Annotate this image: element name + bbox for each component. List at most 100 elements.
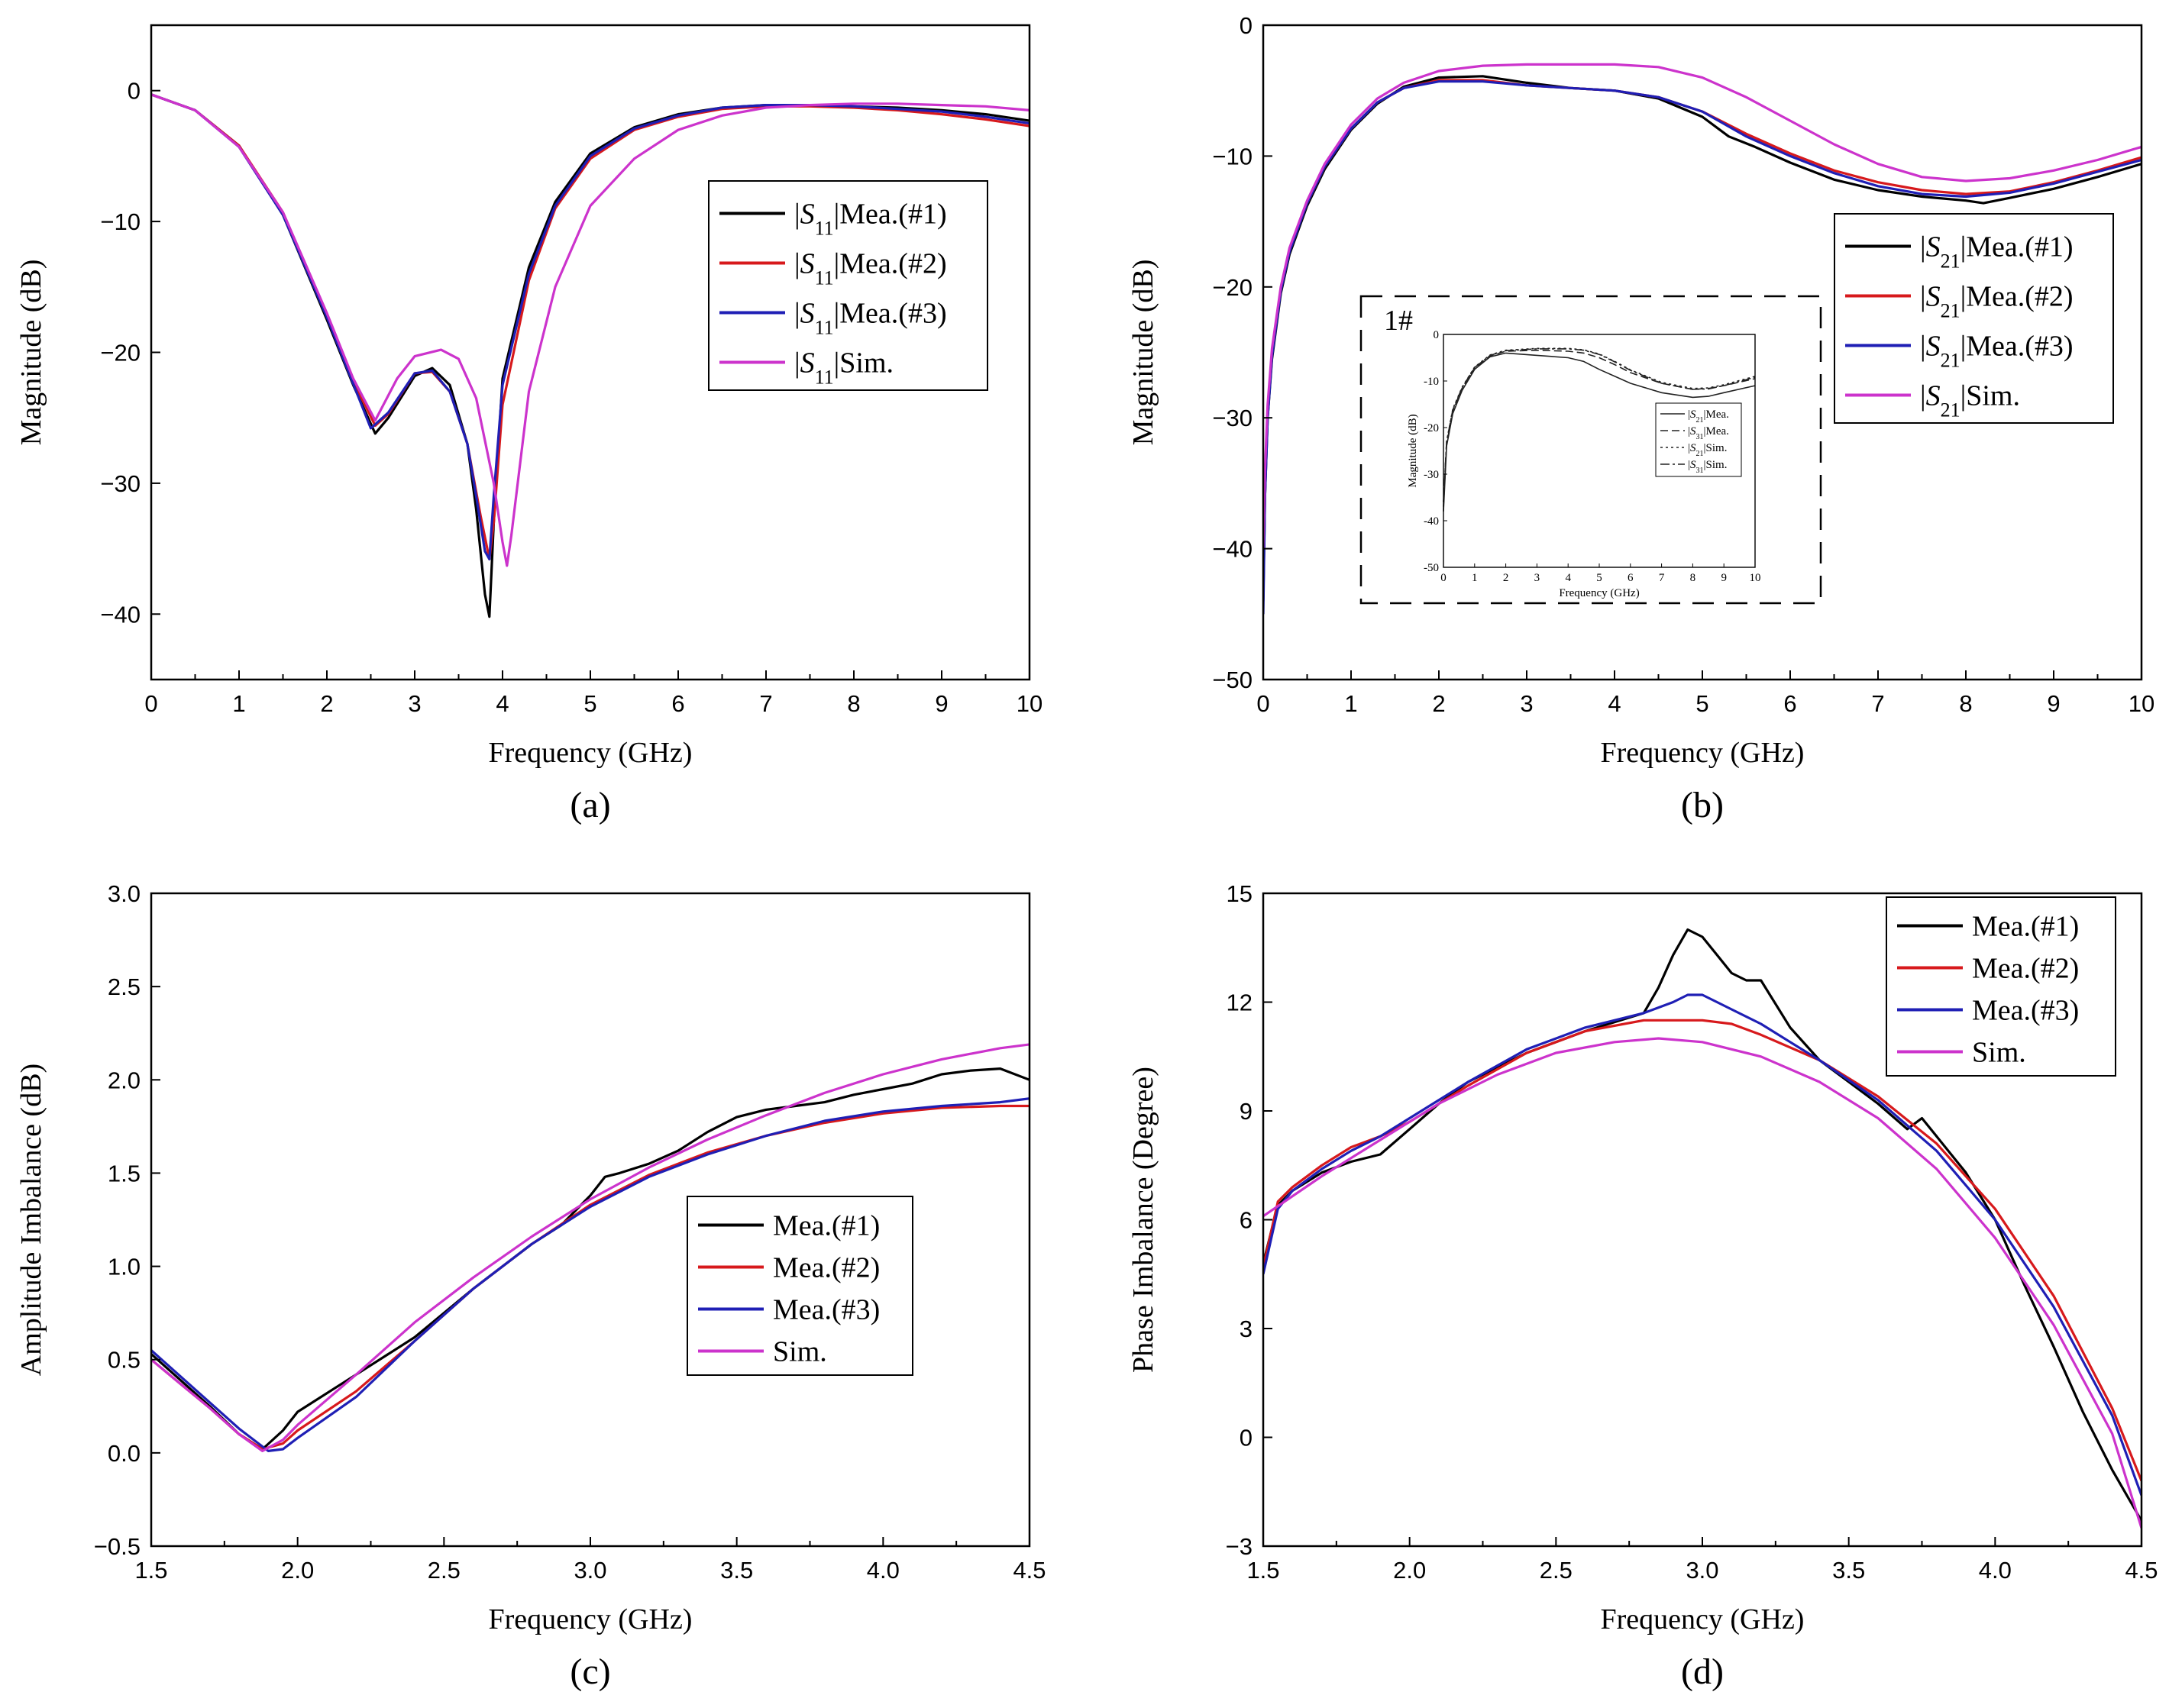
inset-x-tick-label: 7 [1659,572,1665,584]
inset-label: 1# [1384,305,1413,337]
x-tick-label: 1 [232,690,245,717]
y-tick-label: −50 [1212,667,1253,693]
x-tick-label: 2.5 [428,1557,461,1584]
panel-label: (a) [570,785,610,825]
legend-label: Sim. [1972,1037,2026,1069]
x-tick-label: 0 [144,690,157,717]
y-tick-label: 0 [1240,12,1253,39]
y-axis-label: Phase Imbalance (Degree) [1127,1067,1159,1373]
x-tick-label: 4.5 [2125,1557,2158,1584]
inset-series-line-4 [1443,348,1756,502]
inset-y-tick-label: -30 [1424,469,1439,481]
y-axis-label: Magnitude (dB) [15,260,47,446]
legend-label: |S21|Sim. [1920,380,2020,421]
x-tick-label: 3.5 [720,1557,753,1584]
y-tick-label: 6 [1240,1207,1253,1234]
y-tick-label: −10 [100,208,141,235]
x-tick-label: 2 [320,690,333,717]
y-tick-label: 0.5 [108,1347,141,1374]
x-tick-label: 9 [935,690,948,717]
x-tick-label: 7 [759,690,772,717]
legend: Mea.(#1) Mea.(#2) Mea.(#3) Sim. [1886,896,2116,1077]
series-line-2 [1263,1019,2142,1482]
x-tick-label: 10 [2129,690,2154,717]
y-tick-label: 1.5 [108,1160,141,1187]
x-tick-label: 4 [1608,690,1621,717]
y-tick-label: 3 [1240,1316,1253,1342]
legend: |S11|Mea.(#1)|S11|Mea.(#2)|S11|Mea.(#3)|… [708,180,988,391]
x-tick-label: 4.0 [867,1557,900,1584]
inset-dashed-frame [1359,295,1822,605]
y-tick-label: −40 [1212,536,1253,563]
inset-series-line-1 [1443,352,1756,512]
x-tick-label: 6 [1783,690,1796,717]
panel-label: (d) [1681,1651,1724,1692]
x-tick-label: 0 [1256,690,1269,717]
y-tick-label: 0 [128,78,141,105]
series-line-4 [1263,1037,2142,1529]
inset-x-tick-label: 0 [1440,572,1447,584]
inset-y-tick-label: -10 [1424,376,1439,388]
x-tick-label: 2.5 [1540,1557,1573,1584]
series-line-4 [151,1043,1030,1453]
inset-y-tick-label: -40 [1424,515,1439,528]
panel-label: (b) [1681,785,1724,825]
x-tick-label: 9 [2047,690,2060,717]
series-line-1 [1263,928,2142,1522]
inset-y-tick-label: -20 [1424,422,1439,434]
y-tick-label: 0 [1240,1425,1253,1451]
inset: 1# 0 1 2 3 4 5 6 7 8 9 10 0 -10 -20 -30 -40 -50 Frequency … [1359,295,1822,605]
inset-x-tick-label: 1 [1472,572,1478,584]
x-tick-label: 5 [583,690,596,717]
inset-x-tick-label: 4 [1565,572,1571,584]
inset-x-tick-label: 2 [1503,572,1509,584]
y-tick-label: 12 [1227,990,1253,1016]
y-tick-label: −20 [1212,274,1253,301]
series-line-3 [1263,993,2142,1497]
series-group [1263,63,2142,615]
y-tick-label: 2.0 [108,1067,141,1093]
inset-x-axis-label: Frequency (GHz) [1559,587,1639,599]
x-tick-label: 4.5 [1013,1557,1046,1584]
series-line-4 [151,93,1030,567]
x-tick-label: 4.0 [1979,1557,2012,1584]
series-group [1263,928,2142,1529]
inset-x-tick-label: 6 [1628,572,1634,584]
x-tick-label: 3.0 [574,1557,606,1584]
x-axis-label: Frequency (GHz) [1601,1603,1805,1635]
legend-label: Mea.(#3) [773,1294,880,1326]
x-tick-label: 1.5 [134,1557,167,1584]
x-tick-label: 3 [408,690,421,717]
legend-box [1834,213,2114,424]
y-axis-label: Amplitude Imbalance (dB) [15,1064,47,1376]
x-tick-label: 1.5 [1246,1557,1279,1584]
series-line-3 [151,1097,1030,1453]
x-tick-label: 2.0 [1393,1557,1426,1584]
y-tick-label: −40 [100,601,141,628]
y-tick-label: −3 [1226,1533,1253,1560]
y-tick-label: −10 [1212,143,1253,170]
x-tick-label: 8 [1959,690,1972,717]
y-tick-label: −0.5 [94,1533,141,1560]
chart-c: 1.5 2.0 2.5 3.0 3.5 4.0 4.5 −0.5 0.0 0.5 1.0 1.5 2.0… [15,880,1046,1692]
inset-legend-box [1655,402,1742,477]
y-axis-label: Magnitude (dB) [1127,260,1159,446]
inset-y-tick-label: 0 [1434,329,1440,341]
x-tick-label: 5 [1695,690,1708,717]
legend-label: Mea.(#2) [1972,953,2079,985]
x-axis-label: Frequency (GHz) [1601,737,1805,769]
x-tick-label: 6 [671,690,684,717]
inset-x-tick-label: 10 [1750,572,1761,584]
inset-y-axis-label: Magnitude (dB) [1407,414,1419,487]
x-tick-label: 1 [1344,690,1357,717]
x-axis-label: Frequency (GHz) [489,737,693,769]
series-group [151,1043,1030,1453]
legend-label: Mea.(#1) [1972,911,2079,943]
y-tick-label: 1.0 [108,1254,141,1280]
legend: Mea.(#1) Mea.(#2) Mea.(#3) Sim. [687,1196,913,1376]
chart-d: 1.5 2.0 2.5 3.0 3.5 4.0 4.5 −3 0 3 6 9 12 15 Frequency… [1127,880,2158,1692]
x-tick-label: 2.0 [281,1557,314,1584]
y-tick-label: 3.0 [108,880,141,907]
inset-x-tick-label: 8 [1690,572,1696,584]
